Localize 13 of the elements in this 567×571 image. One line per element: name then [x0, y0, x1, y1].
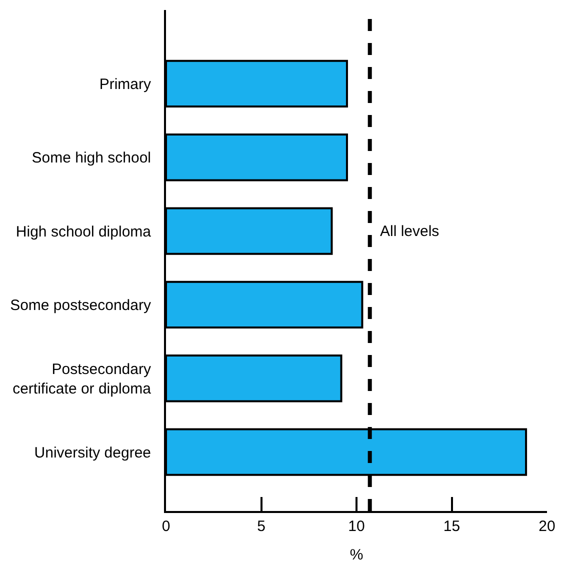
x-tick-label: 10 — [348, 518, 365, 535]
y-tick-label: Postsecondary certificate or diploma — [12, 360, 152, 398]
x-tick-label: 5 — [257, 518, 266, 535]
y-tick-label: Some postsecondary — [10, 296, 152, 314]
y-tick-label: Primary — [99, 76, 152, 93]
x-tick-label: 20 — [538, 518, 556, 535]
x-tick-label: 0 — [162, 518, 170, 535]
y-tick-label: University degree — [34, 444, 151, 462]
x-axis-title: % — [350, 546, 364, 564]
x-tick-label: 15 — [443, 518, 460, 535]
y-tick-label: Some high school — [32, 150, 151, 167]
y-tick-label: High school diploma — [16, 223, 152, 240]
ref-line-label: All levels — [380, 223, 440, 240]
